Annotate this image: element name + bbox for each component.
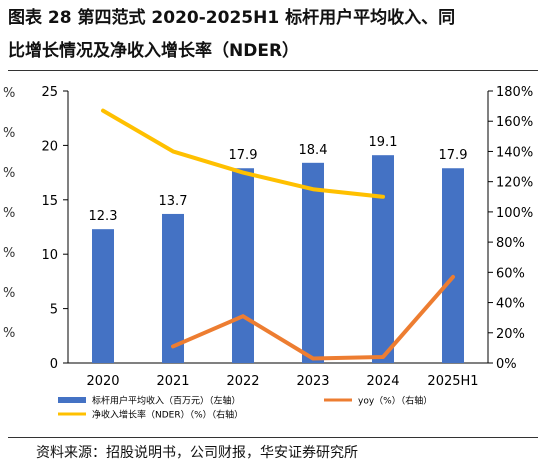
source-note: 资料来源：招股说明书，公司财报，华安证券研究所 (36, 445, 358, 461)
bar-data-label: 13.7 (159, 194, 188, 209)
bar-data-label: 17.9 (439, 148, 468, 163)
left-tick-label: 0 (50, 357, 58, 372)
line-series (171, 274, 455, 361)
legend-label: 标杆用户平均收入（百万元）（左轴） (92, 395, 241, 407)
bar (372, 155, 394, 363)
line-series (101, 108, 385, 199)
bar-data-label: 19.1 (369, 135, 398, 150)
left-tick-label: 25 (41, 85, 58, 100)
left-tick-label: 5 (50, 303, 58, 318)
right-tick-label: 60% (496, 266, 525, 281)
right-tick-label: 80% (496, 236, 525, 251)
x-tick-label: 2020 (86, 374, 119, 389)
right-tick-label: 0% (496, 357, 517, 372)
bar (232, 168, 254, 363)
right-tick-label: 140% (496, 145, 533, 160)
x-tick-label: 2021 (156, 374, 189, 389)
bar-data-label: 17.9 (229, 148, 258, 163)
right-tick-label: 120% (496, 176, 533, 191)
bar (442, 168, 464, 363)
right-tick-label: 20% (496, 327, 525, 342)
bar (162, 213, 184, 363)
clipped-label: % (3, 86, 16, 101)
x-tick-label: 2025H1 (427, 374, 478, 389)
clipped-left-labels: % % % % % % % (0, 80, 22, 380)
left-tick-label: 20 (41, 139, 58, 154)
clipped-label: % (3, 126, 16, 141)
top-divider (8, 70, 538, 71)
right-tick-label: 100% (496, 206, 533, 221)
legend-swatch (58, 397, 86, 403)
bar-data-label: 12.3 (89, 209, 118, 224)
bottom-divider (8, 437, 538, 438)
right-tick-label: 180% (496, 85, 533, 100)
figure-title-line2: 比增长情况及净收入增长率（NDER） (8, 41, 300, 61)
bar (302, 162, 324, 363)
clipped-label: % (3, 206, 16, 221)
clipped-label: % (3, 286, 16, 301)
x-tick-label: 2022 (226, 374, 259, 389)
bar-data-label: 18.4 (299, 143, 328, 158)
clipped-label: % (3, 166, 16, 181)
right-tick-label: 40% (496, 297, 525, 312)
left-tick-label: 10 (41, 248, 58, 263)
bar (92, 229, 114, 363)
legend-label: 净收入增长率（NDER）（%）（右轴） (92, 409, 243, 421)
clipped-label: % (3, 246, 16, 261)
x-tick-label: 2024 (366, 374, 399, 389)
legend-label: yoy（%）（右轴） (358, 395, 432, 407)
right-tick-label: 160% (496, 115, 533, 130)
figure-title: 图表 28 第四范式 2020-2025H1 标杆用户平均收入、同 比增长情况及… (8, 2, 538, 68)
clipped-label: % (3, 326, 16, 341)
left-tick-label: 15 (41, 194, 58, 209)
figure-title-line1: 图表 28 第四范式 2020-2025H1 标杆用户平均收入、同 (8, 8, 456, 28)
x-tick-label: 2023 (296, 374, 329, 389)
